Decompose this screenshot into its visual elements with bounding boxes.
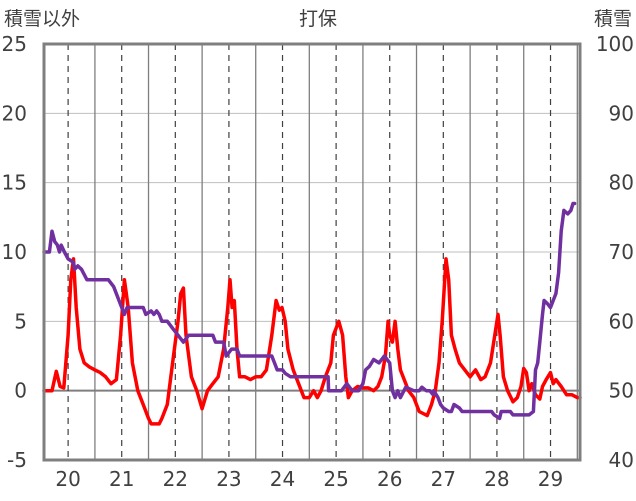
y-left-tick-label: 10 xyxy=(2,240,27,264)
x-tick-label: 27 xyxy=(431,467,456,491)
left-axis-ticks: -5 0 5 10 15 20 25 xyxy=(2,32,27,472)
y-left-tick-label: -5 xyxy=(7,448,27,472)
x-tick-label: 21 xyxy=(109,467,134,491)
y-right-tick-label: 40 xyxy=(609,448,634,472)
plot-frame xyxy=(42,42,582,462)
y-right-tick-label: 60 xyxy=(609,309,634,333)
y-left-tick-label: 0 xyxy=(14,379,27,403)
x-axis-ticks: 20 21 22 23 24 25 26 27 28 29 xyxy=(55,467,563,491)
plot-area xyxy=(42,201,582,426)
y-right-tick-label: 90 xyxy=(609,101,634,125)
x-tick-label: 24 xyxy=(270,467,295,491)
y-left-tick-label: 25 xyxy=(2,32,27,56)
series-line-right-axis xyxy=(42,201,577,421)
x-tick-label: 26 xyxy=(377,467,402,491)
y-left-tick-label: 20 xyxy=(2,101,27,125)
x-tick-label: 28 xyxy=(484,467,509,491)
x-tick-label: 20 xyxy=(55,467,80,491)
y-right-tick-label: 80 xyxy=(609,171,634,195)
left-axis-label: 積雪以外 xyxy=(4,8,80,30)
right-axis-ticks: 40 50 60 70 80 90 100 xyxy=(596,32,634,472)
y-right-tick-label: 100 xyxy=(596,32,634,56)
right-axis-label: 積雪 xyxy=(594,8,632,30)
y-left-tick-label: 5 xyxy=(14,309,27,333)
x-tick-label: 25 xyxy=(323,467,348,491)
x-tick-label: 23 xyxy=(216,467,241,491)
x-tick-label: 22 xyxy=(163,467,188,491)
x-tick-label: 29 xyxy=(538,467,563,491)
y-right-tick-label: 70 xyxy=(609,240,634,264)
y-right-tick-label: 50 xyxy=(609,379,634,403)
y-left-tick-label: 15 xyxy=(2,171,27,195)
chart-title: 打保 xyxy=(299,8,337,30)
gridlines xyxy=(44,44,580,460)
